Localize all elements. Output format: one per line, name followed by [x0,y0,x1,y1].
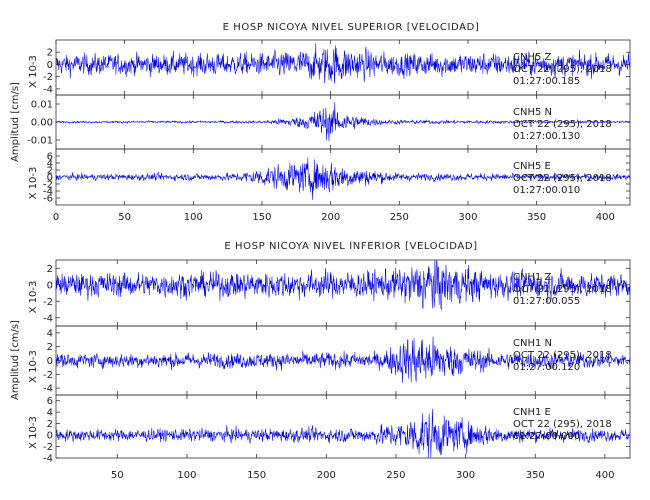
x-tick-label: 50 [111,470,124,481]
y-tick-label: 0.00 [31,118,53,129]
scale-factor-label: X 10-3 [28,167,39,200]
time-label: 01:27:00.055 [513,296,580,307]
x-tick-label: 350 [526,470,545,481]
channel-label: CNH5 Z [513,52,552,63]
waveform-trace [55,157,631,201]
channel-label: CNH5 N [513,107,552,118]
y-tick-label: -0.01 [27,136,53,147]
y-tick-label: -6 [43,194,53,205]
chart-title: E HOSP NICOYA NIVEL INFERIOR [VELOCIDAD] [224,241,477,252]
y-tick-label: -2 [43,442,53,453]
waveform-trace [55,336,631,383]
channel-label: CNH1 Z [513,272,552,283]
x-tick-label: 150 [247,470,266,481]
x-tick-label: 300 [458,212,477,223]
y-tick-label: -4 [43,187,53,198]
y-tick-label: 0 [47,173,53,184]
waveform-trace [55,43,631,84]
y-tick-label: 0 [47,280,53,291]
y-tick-label: -4 [43,384,53,395]
y-tick-label: -2 [43,180,53,191]
x-tick-label: 400 [596,212,615,223]
scale-factor-label: X 10-3 [28,281,39,314]
date-label: OCT 22 (295), 2018 [513,350,612,361]
y-tick-label: 2 [47,419,53,430]
y-tick-label: 0.01 [31,100,53,111]
x-tick-label: 350 [527,212,546,223]
y-tick-label: 0 [47,431,53,442]
y-tick-label: 0 [47,60,53,71]
x-tick-label: 300 [456,470,475,481]
channel-label: CNH5 E [513,161,551,172]
time-label: 01:27:00.130 [513,131,580,142]
y-tick-label: 4 [47,328,53,339]
y-axis-label: Amplitud [cm/s] [10,82,21,162]
y-tick-label: -2 [43,370,53,381]
x-tick-label: 250 [386,470,405,481]
y-tick-label: 4 [47,159,53,170]
x-tick-label: 150 [252,212,271,223]
y-axis-label: Amplitud [cm/s] [10,320,21,400]
y-tick-label: 6 [47,396,53,407]
y-tick-label: 2 [47,48,53,59]
time-label: 01:27:00.010 [513,185,580,196]
y-tick-label: -2 [43,72,53,83]
x-tick-label: 400 [595,470,614,481]
chart-title: E HOSP NICOYA NIVEL SUPERIOR [VELOCIDAD] [223,22,480,33]
time-label: 01:27:00.185 [513,76,580,87]
y-tick-label: 0 [47,356,53,367]
waveform-trace [55,102,631,142]
y-tick-label: 2 [47,166,53,177]
y-tick-label: -4 [43,313,53,324]
date-label: OCT 22 (295), 2018 [513,284,612,295]
date-label: OCT 22 (295), 2018 [513,119,612,130]
time-label: 01:27:00.000 [513,431,580,442]
x-tick-label: 250 [390,212,409,223]
y-tick-label: 2 [47,264,53,275]
x-tick-label: 200 [317,470,336,481]
y-tick-label: 4 [47,408,53,419]
channel-label: CNH1 E [513,407,551,418]
y-tick-label: -2 [43,297,53,308]
date-label: OCT 22 (295), 2018 [513,419,612,430]
scale-factor-label: X 10-3 [28,55,39,88]
x-tick-label: 50 [118,212,131,223]
scale-factor-label: X 10-3 [28,350,39,383]
x-tick-label: 0 [53,212,59,223]
date-label: OCT 22 (295), 2018 [513,64,612,75]
x-tick-label: 100 [184,212,203,223]
x-tick-label: 200 [321,212,340,223]
panel-frame [55,394,631,459]
y-tick-label: -4 [43,454,53,465]
date-label: OCT 22 (295), 2018 [513,173,612,184]
scale-factor-label: X 10-3 [28,416,39,449]
time-label: 01:27:00.120 [513,362,580,373]
y-tick-label: 6 [47,152,53,163]
x-tick-label: 100 [177,470,196,481]
channel-label: CNH1 N [513,338,552,349]
y-tick-label: -4 [43,84,53,95]
y-tick-label: 2 [47,342,53,353]
waveform-trace [55,408,631,458]
waveform-trace [55,260,631,311]
